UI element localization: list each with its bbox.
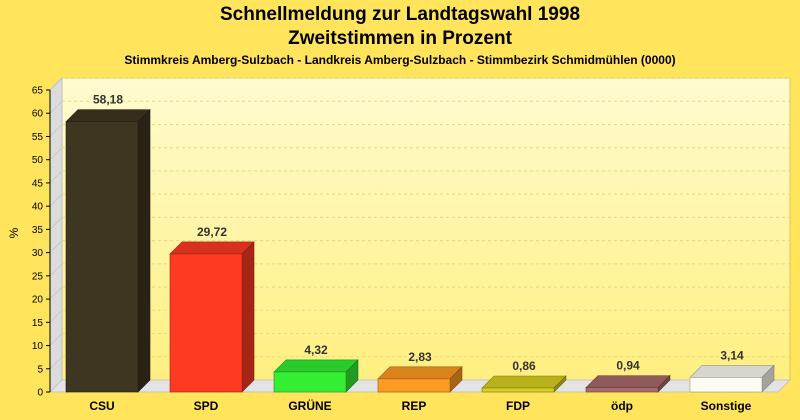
y-tick-label: 10 <box>32 341 44 352</box>
bar-csu <box>65 108 151 393</box>
gridline-side <box>49 217 63 230</box>
gridline-side <box>49 193 63 207</box>
gridline-side <box>49 263 63 277</box>
y-tick-label: 65 <box>32 86 44 97</box>
x-tick-label: SPD <box>194 399 219 413</box>
bar-top-face <box>273 359 359 373</box>
data-label: 4,32 <box>304 343 328 357</box>
plot-side-wall <box>49 76 63 394</box>
gridline-side <box>49 286 63 300</box>
chart-subtitle: Zweitstimmen in Prozent <box>288 28 512 49</box>
gridline-side <box>49 124 63 137</box>
bar-front-face <box>481 387 555 393</box>
bar-side-face <box>137 108 151 393</box>
chart-title: Schnellmeldung zur Landtagswahl 1998 <box>219 4 581 25</box>
y-tick-label: 5 <box>37 364 43 375</box>
y-tick-label: 40 <box>32 202 44 213</box>
gridline-side <box>49 240 63 253</box>
data-label: 0,86 <box>512 359 536 373</box>
y-tick-label: 55 <box>32 132 44 143</box>
bar-ödp <box>585 374 671 393</box>
data-label: 0,94 <box>616 359 640 373</box>
y-tick-label: 35 <box>32 225 44 236</box>
bar-fdp <box>481 375 567 393</box>
y-tick-label: 60 <box>32 109 44 120</box>
y-axis-label: % <box>7 227 21 238</box>
gridline-side <box>49 170 63 184</box>
bar-rep <box>377 366 463 393</box>
chart-caption: Stimmkreis Amberg-Sulzbach - Landkreis A… <box>124 53 676 67</box>
y-tick-label: 20 <box>32 295 44 306</box>
bar-spd <box>169 241 255 393</box>
data-label: 3,14 <box>720 348 744 362</box>
y-tick-label: 45 <box>32 178 44 189</box>
x-tick-label: Sonstige <box>701 399 752 413</box>
gridline-side <box>49 77 63 91</box>
x-tick-label: ödp <box>611 399 633 413</box>
gridline-side <box>49 356 63 370</box>
gridline-side <box>49 333 63 346</box>
data-label: 58,18 <box>93 93 123 107</box>
bar-front-face <box>377 378 451 393</box>
gridline-side <box>49 100 63 114</box>
bar-top-face <box>689 365 775 378</box>
bar-front-face <box>689 377 763 393</box>
bar-grüne <box>273 359 359 393</box>
gridline-side <box>49 309 63 323</box>
x-tick-label: CSU <box>89 399 114 413</box>
y-tick-label: 15 <box>32 318 44 329</box>
bar-side-face <box>241 241 255 393</box>
gridline-side <box>49 147 63 161</box>
bar-top-face <box>481 375 567 389</box>
bar-top-face <box>65 109 151 122</box>
bar-sonstige <box>689 364 775 393</box>
x-tick-label: FDP <box>506 399 530 413</box>
bar-front-face <box>65 121 139 393</box>
data-label: 29,72 <box>197 225 227 239</box>
y-tick-label: 30 <box>32 248 44 259</box>
y-tick-label: 50 <box>32 155 44 166</box>
y-tick-label: 25 <box>32 271 44 282</box>
bar-top-face <box>377 366 463 380</box>
x-tick-label: GRÜNE <box>288 398 331 413</box>
bar-top-face <box>169 241 255 255</box>
bar-front-face <box>273 371 347 393</box>
bar-top-face <box>585 375 671 388</box>
y-tick-label: 0 <box>37 388 43 399</box>
data-label: 2,83 <box>408 350 432 364</box>
x-tick-label: REP <box>402 399 427 413</box>
bar-front-face <box>169 253 243 393</box>
bar-front-face <box>585 387 659 393</box>
